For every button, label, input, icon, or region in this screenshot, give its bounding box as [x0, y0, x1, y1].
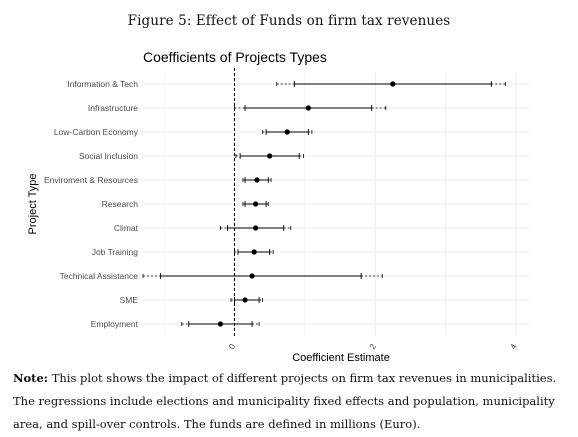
y-tick-label: Research [102, 199, 139, 209]
estimate-point [242, 297, 248, 303]
y-tick-label: Climat [114, 223, 139, 233]
grid-layer [143, 72, 530, 336]
y-tick-label: SME [120, 295, 139, 305]
y-tick-label: Low-Carbon Economy [54, 127, 139, 137]
coefficient-chart: Coefficients of Projects Types Informati… [27, 49, 530, 364]
figure-caption: Figure 5: Effect of Funds on firm tax re… [127, 13, 451, 29]
y-axis-label: Project Type [27, 174, 39, 235]
estimate-point [217, 321, 223, 327]
estimate-point [305, 105, 311, 111]
estimate-point [390, 81, 396, 87]
y-tick-label: Enviroment & Resources [44, 175, 138, 185]
x-tick-label: 4 [508, 342, 519, 351]
x-axis-label: Coefficient Estimate [292, 352, 390, 364]
y-tick-label: Infrastructure [88, 103, 138, 113]
y-tick-label-layer: Information & Tech Infrastructure Low-Carb… [44, 79, 139, 329]
x-tick-label: 2 [367, 342, 378, 351]
estimate-point [252, 225, 259, 231]
chart-title: Coefficients of Projects Types [143, 49, 327, 65]
y-tick-label: Social Inclusion [79, 151, 138, 161]
y-tick-label: Employment [91, 319, 139, 329]
note-text: This plot shows the impact of different … [13, 371, 557, 431]
estimate-point [249, 273, 255, 279]
y-tick-label: Job Training [92, 247, 139, 257]
note-paragraph: Note: This plot shows the impact of diff… [13, 367, 573, 436]
x-tick-label-layer: 0 2 4 [226, 342, 519, 351]
estimate-point [252, 201, 259, 207]
estimate-point [284, 129, 290, 135]
estimate-point-layer [217, 81, 396, 327]
x-tick-label: 0 [226, 342, 237, 351]
note-label: Note: [13, 371, 49, 385]
estimate-point [254, 177, 260, 183]
estimate-point [267, 153, 273, 159]
y-tick-label: Information & Tech [67, 79, 138, 89]
y-tick-label: Technical Assistance [60, 271, 139, 281]
estimate-point [251, 249, 257, 255]
